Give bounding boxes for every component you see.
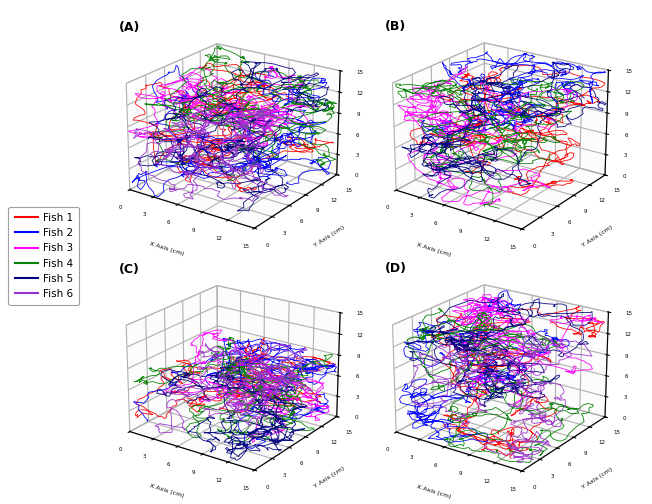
Text: (C): (C): [119, 263, 140, 276]
X-axis label: X Axis (cm): X Axis (cm): [416, 484, 451, 499]
Text: (B): (B): [385, 20, 406, 33]
Y-axis label: Y Axis (cm): Y Axis (cm): [582, 467, 614, 490]
Y-axis label: Y Axis (cm): Y Axis (cm): [582, 225, 614, 248]
X-axis label: X Axis (cm): X Axis (cm): [416, 242, 451, 258]
Text: (A): (A): [119, 21, 140, 34]
X-axis label: X Axis (cm): X Axis (cm): [149, 483, 185, 498]
Legend: Fish 1, Fish 2, Fish 3, Fish 4, Fish 5, Fish 6: Fish 1, Fish 2, Fish 3, Fish 4, Fish 5, …: [8, 207, 80, 305]
Text: (D): (D): [385, 262, 407, 275]
Y-axis label: Y Axis (cm): Y Axis (cm): [314, 466, 346, 489]
X-axis label: X Axis (cm): X Axis (cm): [149, 241, 185, 257]
Y-axis label: Y Axis (cm): Y Axis (cm): [314, 224, 346, 247]
